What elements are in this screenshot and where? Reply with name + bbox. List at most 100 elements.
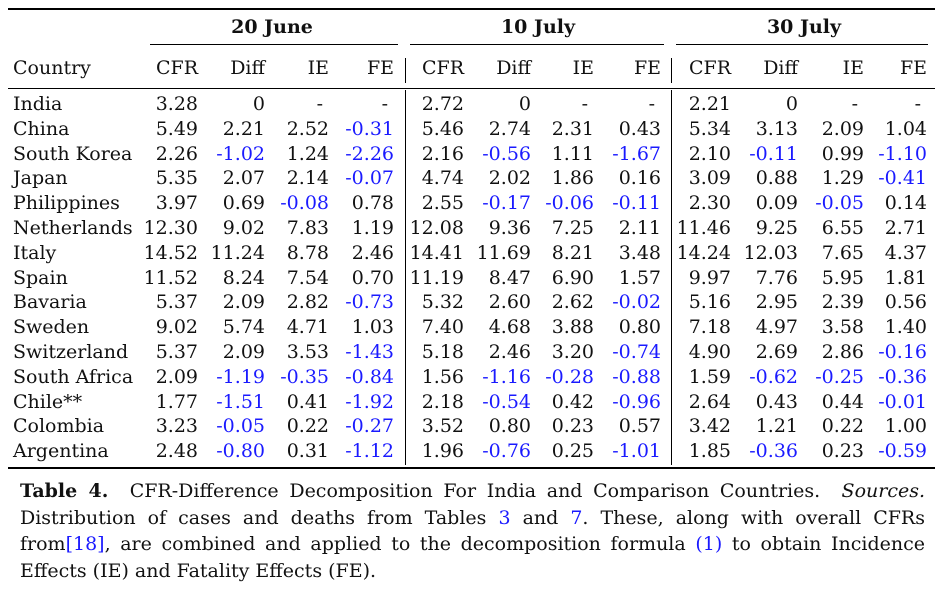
column-header: FE [633,57,661,79]
table-cell: 8.78 [286,241,329,264]
table-cell: -1.02 [216,142,265,165]
table-cell: 0.69 [222,192,265,215]
table-cell: - [914,93,921,115]
caption-sources-label: Sources. [841,480,925,502]
group-underline [410,44,664,45]
table-cell: 2.55 [421,192,464,215]
table-cell: 2.52 [286,117,329,140]
table-cell: 1.29 [821,167,864,190]
table-cell: 2.11 [618,217,661,239]
table-cell: 0.09 [755,192,798,215]
table-cell: -1.19 [216,365,265,388]
caption-ref-formula-1[interactable]: (1) [695,533,723,555]
table-cell: 12.08 [409,217,464,239]
country-name: Japan [13,167,68,190]
table-cell: 1.40 [884,316,927,339]
table-cell: - [648,93,655,115]
country-name: Switzerland [13,341,129,363]
table-cell: 2.09 [222,291,265,314]
caption-title: CFR-Difference Decomposition For India a… [129,480,821,502]
table-cell: -1.01 [612,440,661,463]
table-cell: 1.21 [755,415,798,438]
table-cell: -0.05 [216,415,265,438]
table-cell: 5.46 [421,117,464,140]
table-cell: 0.70 [351,266,394,289]
table-cell: 7.65 [821,241,864,264]
table-cell: 2.71 [884,217,927,239]
table-cell: 6.90 [551,266,594,289]
table-cell: 2.30 [688,192,731,215]
table-cell: 0.44 [821,390,864,413]
table-cell: 2.95 [755,291,798,314]
column-header: IE [842,57,864,79]
group-header: 30 July [766,16,842,38]
table-cell: 2.39 [821,291,864,314]
table-cell: 5.16 [688,291,731,314]
table-cell: -0.56 [482,142,531,165]
table-cell: -1.43 [345,341,394,363]
table-cell: 2.09 [821,117,864,140]
table-cell: 14.24 [676,241,731,264]
table-cell: 3.58 [821,316,864,339]
column-header: FE [366,57,394,79]
table-cell: -0.27 [345,415,394,438]
caption-ref-table-7[interactable]: 7 [570,506,583,529]
table-cell: 1.96 [421,440,464,463]
table-cell: 5.34 [688,117,731,140]
table-caption: Table 4. CFR-Difference Decomposition Fo… [20,478,925,584]
table-cell: -0.36 [749,440,798,463]
country-name: Spain [13,266,68,289]
table-cell: 0.78 [351,192,394,215]
column-header: IE [307,57,329,79]
table-cell: 12.03 [743,241,798,264]
country-name: Bavaria [13,291,87,314]
table-cell: 2.48 [155,440,198,463]
table-cell: -1.16 [482,365,531,388]
group-underline [150,44,398,45]
country-name: Argentina [13,440,109,463]
table-cell: 5.35 [155,167,198,190]
table-cell: -1.12 [345,440,394,463]
country-name: Colombia [13,415,105,438]
table-cell: 0.22 [286,415,329,438]
table-cell: 4.71 [286,316,329,339]
table-cell: 0.43 [618,117,661,140]
table-cell: - [316,93,323,115]
table-cell: 2.10 [688,142,731,165]
group-underline [676,44,928,45]
table-cell: 2.69 [755,341,798,363]
table-cell: 1.86 [551,167,594,190]
caption-ref-18[interactable]: [18] [65,533,105,555]
table-cell: - [851,93,858,115]
table-cell: 9.02 [222,217,265,239]
table-cell: 11.52 [143,266,198,289]
table-cell: 1.59 [688,365,731,388]
table-cell: -0.01 [878,390,927,413]
table-cell: 3.97 [155,192,198,215]
table-cell: -0.84 [345,365,394,388]
table-cell: 1.77 [155,390,198,413]
group-header: 10 July [500,16,576,38]
header-rule [8,88,935,89]
table-cell: 11.46 [676,217,731,239]
table-cell: 2.21 [688,93,731,115]
caption-ref-table-3[interactable]: 3 [498,506,511,529]
table-cell: 9.97 [688,266,731,289]
caption-text-4: , are combined and applied to the decomp… [104,533,686,555]
table-cell: 0.25 [551,440,594,463]
table-cell: 5.32 [421,291,464,314]
column-separator [671,58,672,83]
table-cell: -0.28 [545,365,594,388]
table-cell: -0.02 [612,291,661,314]
table-cell: 1.03 [351,316,394,339]
table-cell: 0 [785,93,798,115]
table-cell: 3.88 [551,316,594,339]
table-cell: -0.88 [612,365,661,388]
table-cell: 1.00 [884,415,927,438]
table-cell: 4.68 [488,316,531,339]
table-cell: 0.14 [884,192,927,215]
table-cell: 2.46 [488,341,531,363]
column-header: Diff [230,57,265,79]
table-cell: 7.83 [286,217,329,239]
table-cell: 0.80 [618,316,661,339]
